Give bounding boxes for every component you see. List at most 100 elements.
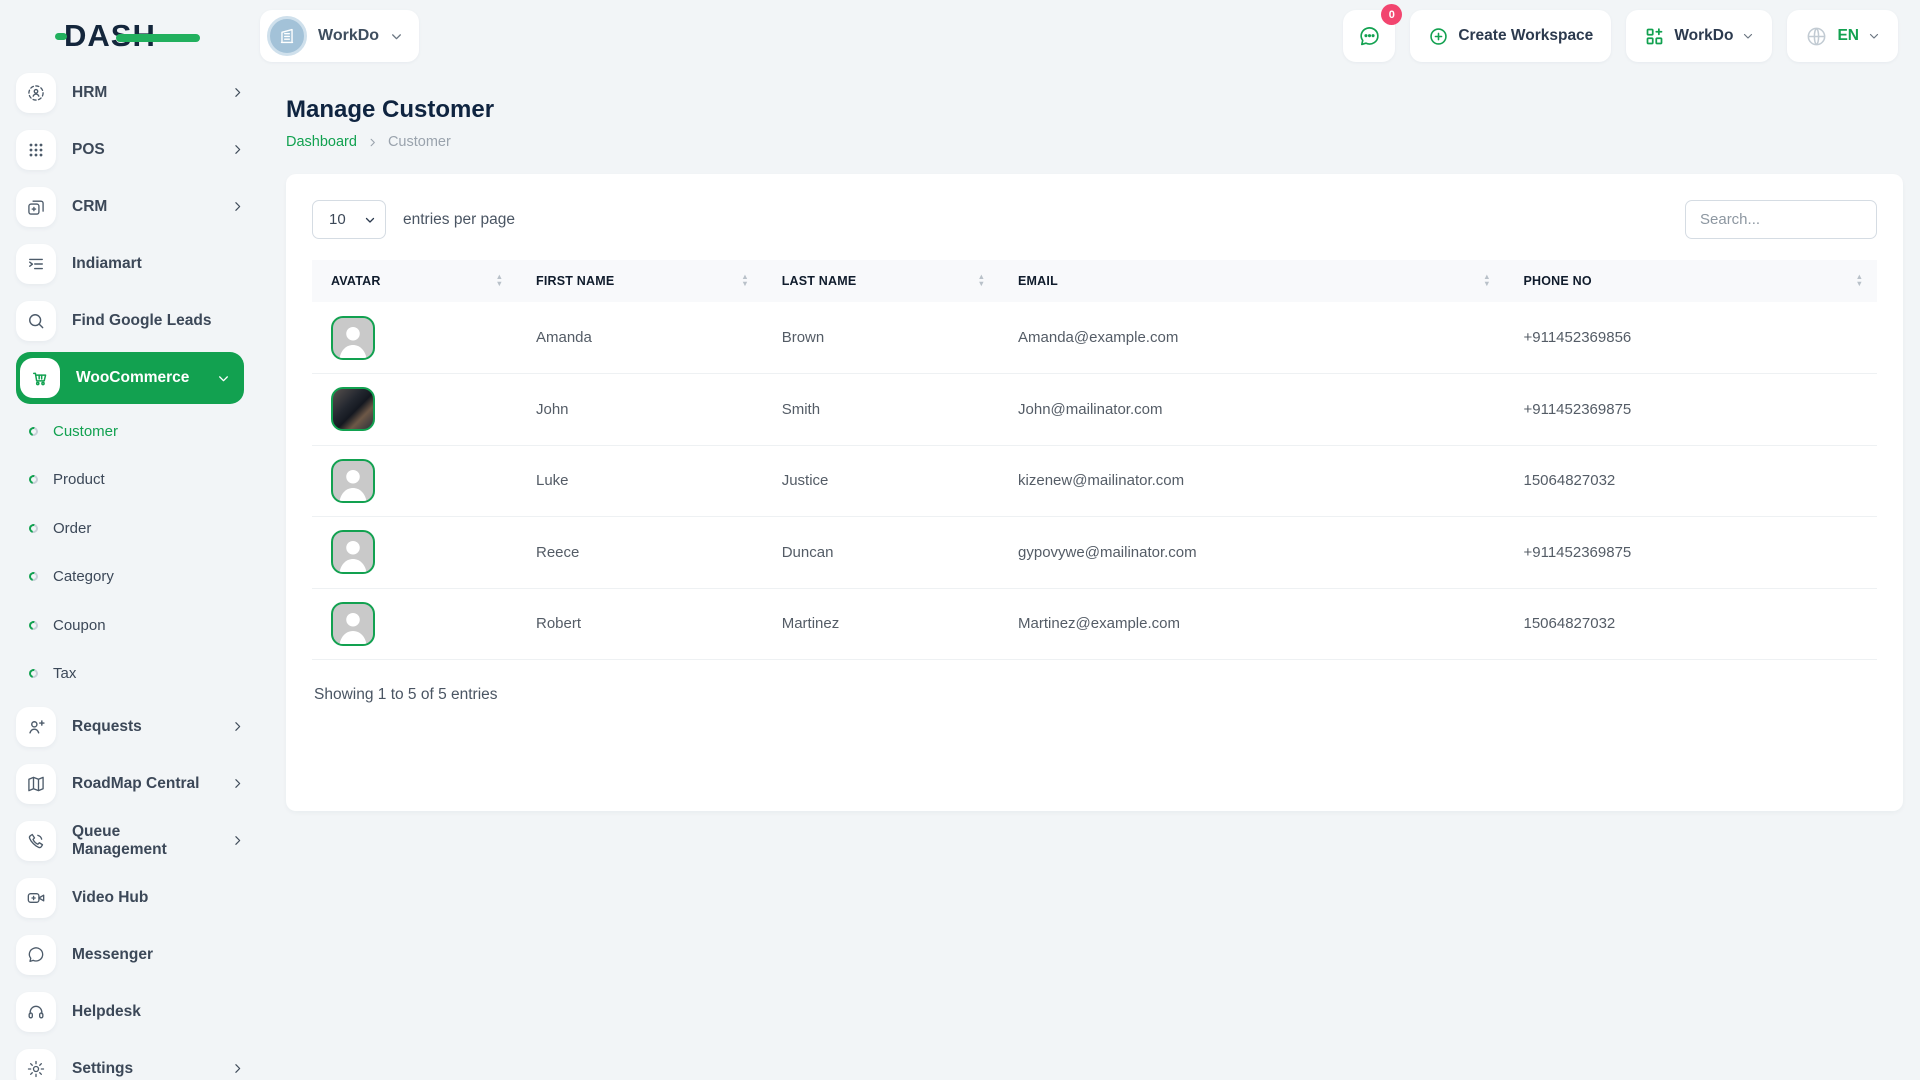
- message-bubble-icon: [16, 934, 56, 975]
- language-label: EN: [1837, 27, 1859, 44]
- cell-email: gypovywe@mailinator.com: [999, 516, 1505, 589]
- cell-first-name: Luke: [517, 445, 763, 517]
- cell-phone: +911452369875: [1504, 516, 1877, 589]
- cell-last-name: Duncan: [762, 516, 1000, 589]
- create-workspace-button[interactable]: Create Workspace: [1410, 10, 1612, 62]
- bullet-icon: [27, 522, 40, 535]
- workspace-avatar: [267, 16, 307, 56]
- breadcrumb-current: Customer: [387, 134, 451, 150]
- avatar: [331, 458, 375, 503]
- table-entries-summary: Showing 1 to 5 of 5 entries: [314, 686, 498, 703]
- sidebar-item-crm[interactable]: CRM: [16, 178, 244, 235]
- submenu-item-product[interactable]: Product: [16, 456, 244, 505]
- column-header-phone-no[interactable]: Phone No ▲ ▼: [1504, 260, 1877, 302]
- sidebar-item-label: RoadMap Central: [72, 774, 200, 792]
- customer-table-card: 10 entries per page Avatar▲▼ First Name▲…: [286, 174, 1903, 811]
- avatar-photo: [331, 387, 375, 432]
- sidebar-item-queue-management[interactable]: Queue Management: [16, 812, 244, 869]
- chevron-right-icon: [231, 1062, 244, 1075]
- submenu-item-customer[interactable]: Customer: [16, 407, 244, 456]
- table-row: Amanda Brown Amanda@example.com +9114523…: [312, 302, 1877, 374]
- sidebar-item-helpdesk[interactable]: Helpdesk: [16, 983, 244, 1040]
- sort-icon: ▲ ▼: [977, 272, 986, 288]
- sidebar-item-indiamart[interactable]: Indiamart: [16, 235, 244, 292]
- chevron-right-icon: [367, 137, 378, 148]
- sidebar-item-messenger[interactable]: Messenger: [16, 926, 244, 983]
- language-selector[interactable]: EN: [1787, 10, 1898, 62]
- submenu-item-label: Customer: [53, 422, 119, 440]
- column-header-avatar[interactable]: Avatar ▲ ▼: [312, 260, 517, 302]
- shopping-cart-icon: [20, 358, 60, 398]
- breadcrumb-dashboard-link[interactable]: Dashboard: [286, 134, 357, 150]
- sidebar-item-label: Queue Management: [72, 822, 167, 858]
- cell-first-name: John: [517, 373, 763, 446]
- sidebar-item-pos[interactable]: POS: [16, 121, 244, 178]
- sort-icon: ▲ ▼: [1855, 272, 1863, 288]
- cell-last-name: Smith: [762, 373, 1000, 446]
- messages-button[interactable]: 0: [1343, 4, 1403, 62]
- breadcrumb: Dashboard Customer: [286, 134, 1903, 150]
- logo-wrap: DASH: [0, 18, 260, 54]
- chevron-down-icon: [390, 30, 403, 43]
- submenu-item-order[interactable]: Order: [16, 504, 244, 553]
- bullet-icon: [27, 667, 40, 680]
- avatar: [331, 601, 375, 646]
- hrm-icon: [16, 72, 56, 113]
- workspace-switcher[interactable]: WorkDo: [260, 10, 420, 62]
- column-header-first-name[interactable]: First Name ▲ ▼: [517, 260, 763, 302]
- table-controls: 10 entries per page: [312, 200, 1877, 239]
- cell-email: kizenew@mailinator.com: [999, 445, 1505, 517]
- cell-phone: 15064827032: [1504, 588, 1877, 660]
- workspace-dropdown[interactable]: WorkDo: [1626, 10, 1773, 62]
- submenu-item-label: Category: [53, 568, 114, 586]
- sidebar-item-roadmap-central[interactable]: RoadMap Central: [16, 755, 244, 812]
- logo-bar: [115, 34, 200, 42]
- chevron-down-icon: [1868, 30, 1880, 42]
- chat-bubble-icon: [1360, 26, 1379, 45]
- globe-icon: [1808, 27, 1826, 45]
- column-header-email[interactable]: Email ▲ ▼: [999, 260, 1505, 302]
- search-icon: [16, 300, 56, 341]
- avatar: [331, 530, 375, 575]
- cell-first-name: Reece: [517, 516, 763, 589]
- gear-icon: [16, 1048, 56, 1080]
- cell-last-name: Brown: [762, 302, 1000, 374]
- indiamart-icon: [16, 243, 56, 284]
- chevron-right-icon: [231, 720, 244, 733]
- submenu-item-label: Coupon: [53, 616, 106, 634]
- sidebar-item-label: WooCommerce: [76, 369, 190, 386]
- entries-select-wrap: 10: [312, 200, 386, 239]
- sidebar-item-woocommerce[interactable]: WooCommerce: [16, 352, 244, 404]
- search-input[interactable]: [1685, 200, 1877, 239]
- sidebar-item-hrm[interactable]: HRM: [16, 64, 244, 121]
- customer-table: Avatar ▲ ▼ First Name ▲ ▼ Last Name ▲ ▼ Email ▲…: [312, 260, 1877, 660]
- sidebar-item-find-google-leads[interactable]: Find Google Leads: [16, 292, 244, 349]
- cell-email: John@mailinator.com: [999, 373, 1505, 446]
- pos-icon: [16, 129, 56, 170]
- sidebar-item-requests[interactable]: Requests: [16, 698, 244, 755]
- user-plus-icon: [16, 706, 56, 747]
- submenu-item-label: Tax: [53, 665, 77, 683]
- chevron-right-icon: [231, 86, 244, 99]
- column-header-last-name[interactable]: Last Name ▲ ▼: [762, 260, 1000, 302]
- submenu-item-category[interactable]: Category: [16, 553, 244, 602]
- submenu-item-tax[interactable]: Tax: [16, 650, 244, 699]
- sidebar-item-label: Helpdesk: [72, 1002, 141, 1020]
- entries-per-page-select[interactable]: 10: [312, 200, 386, 239]
- cell-email: Martinez@example.com: [999, 588, 1505, 660]
- cell-last-name: Martinez: [762, 588, 1000, 660]
- sidebar-item-label: CRM: [72, 197, 108, 215]
- create-workspace-label: Create Workspace: [1458, 27, 1594, 44]
- cell-last-name: Justice: [762, 445, 1000, 517]
- submenu-item-label: Product: [53, 471, 105, 489]
- page-title: Manage Customer: [286, 96, 495, 123]
- logo-dot: [55, 33, 67, 40]
- app-logo[interactable]: DASH: [55, 18, 200, 54]
- chevron-down-icon: [217, 372, 230, 385]
- sidebar-item-video-hub[interactable]: Video Hub: [16, 869, 244, 926]
- sidebar-item-label: Find Google Leads: [72, 311, 212, 329]
- sidebar-item-settings[interactable]: Settings: [16, 1040, 244, 1080]
- submenu-item-coupon[interactable]: Coupon: [16, 601, 244, 650]
- map-icon: [16, 763, 56, 804]
- workspace-label: WorkDo: [318, 27, 380, 44]
